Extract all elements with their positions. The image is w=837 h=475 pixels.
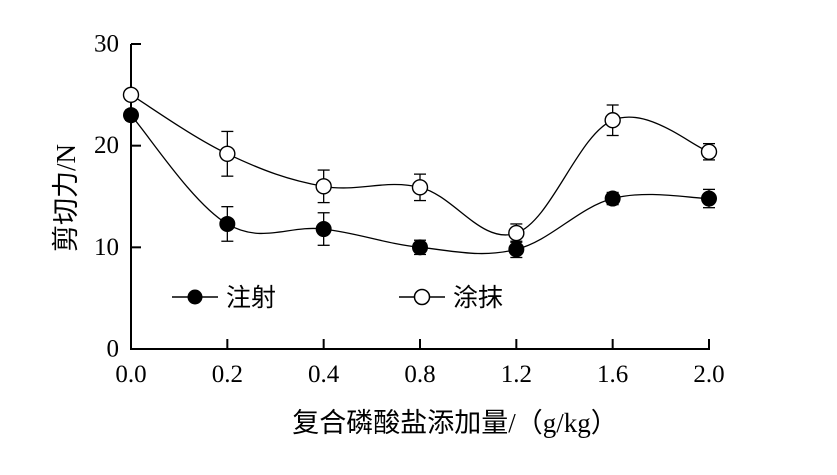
data-point [700, 143, 718, 160]
x-tick-label: 1.2 [501, 361, 532, 388]
legend-label-smear: 涂抹 [453, 284, 503, 312]
x-tick-label: 0.4 [308, 361, 340, 388]
legend: 注射 涂抹 [172, 284, 503, 312]
data-point [219, 145, 236, 163]
legend-label-injection: 注射 [226, 284, 276, 312]
data-point [315, 178, 332, 195]
x-tick-label: 0.8 [404, 361, 435, 388]
y-tick-label: 0 [107, 336, 120, 363]
x-tick-label: 0.2 [212, 361, 243, 388]
data-point [122, 86, 140, 104]
data-point [604, 190, 621, 207]
legend-marker-injection [187, 289, 203, 305]
y-tick-label: 10 [94, 234, 119, 261]
x-axis-title: 复合磷酸盐添加量/（g/kg） [292, 408, 618, 438]
data-point [219, 215, 236, 232]
y-tick-label: 30 [94, 31, 119, 58]
y-axis-title: 剪切力/N [51, 144, 81, 252]
data-point [123, 107, 139, 124]
series-line [130, 94, 710, 236]
x-tick-label: 2.0 [693, 361, 724, 388]
data-point [508, 241, 525, 258]
legend-marker-smear [413, 288, 431, 306]
data-point [412, 239, 428, 256]
data-points [122, 86, 718, 258]
data-point [508, 224, 525, 242]
data-point [604, 112, 621, 129]
x-tick-label: 0.0 [115, 361, 146, 388]
y-tick-label: 20 [94, 132, 119, 159]
ticks: 0 10 20 30 0.0 0.2 0.4 0.8 1.2 1.6 2.0 [94, 31, 725, 389]
data-point [315, 221, 332, 238]
error-bars [125, 89, 715, 259]
x-tick-label: 1.6 [597, 361, 628, 388]
data-point [411, 179, 429, 196]
data-point [701, 190, 717, 207]
